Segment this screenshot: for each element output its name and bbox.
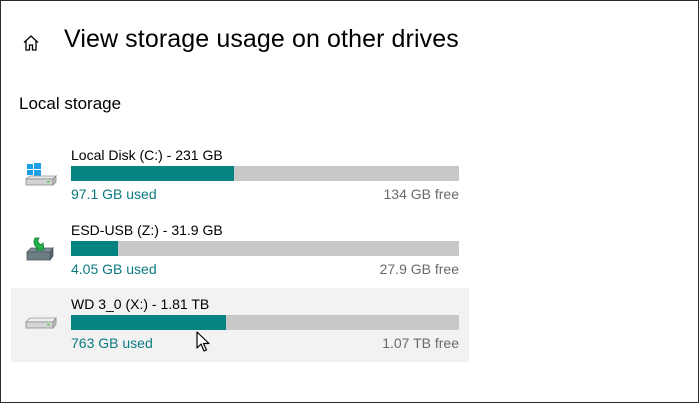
used-space-text: 763 GB used — [71, 335, 153, 351]
drive-name: WD 3_0 (X:) - 1.81 TB — [71, 296, 210, 312]
storage-usage-fill — [71, 315, 227, 330]
free-space-text: 134 GB free — [383, 186, 460, 202]
external-drive-icon — [23, 308, 59, 338]
page-title: View storage usage on other drives — [64, 25, 459, 53]
usb-drive-icon — [23, 234, 59, 264]
home-button[interactable] — [18, 30, 44, 56]
used-space-text: 97.1 GB used — [71, 186, 157, 202]
windows-drive-icon — [23, 159, 59, 189]
section-title-local-storage: Local storage — [19, 94, 122, 113]
used-space-text: 4.05 GB used — [71, 261, 157, 277]
storage-usage-bar — [71, 166, 459, 181]
drive-item-esd-usb-z[interactable]: ESD-USB (Z:) - 31.9 GB 4.05 GB used 27.9… — [11, 214, 469, 288]
drive-item-local-disk-c[interactable]: Local Disk (C:) - 231 GB 97.1 GB used 13… — [11, 139, 469, 213]
home-icon — [23, 35, 39, 51]
storage-usage-bar — [71, 315, 459, 330]
storage-usage-fill — [71, 166, 234, 181]
drive-item-wd-x[interactable]: WD 3_0 (X:) - 1.81 TB 763 GB used 1.07 T… — [11, 288, 469, 362]
storage-usage-fill — [71, 241, 118, 256]
page-header: View storage usage on other drives — [1, 1, 698, 81]
storage-usage-bar — [71, 241, 459, 256]
drive-name: Local Disk (C:) - 231 GB — [71, 147, 223, 163]
drive-name: ESD-USB (Z:) - 31.9 GB — [71, 222, 223, 238]
free-space-text: 27.9 GB free — [379, 261, 459, 277]
free-space-text: 1.07 TB free — [382, 335, 459, 351]
